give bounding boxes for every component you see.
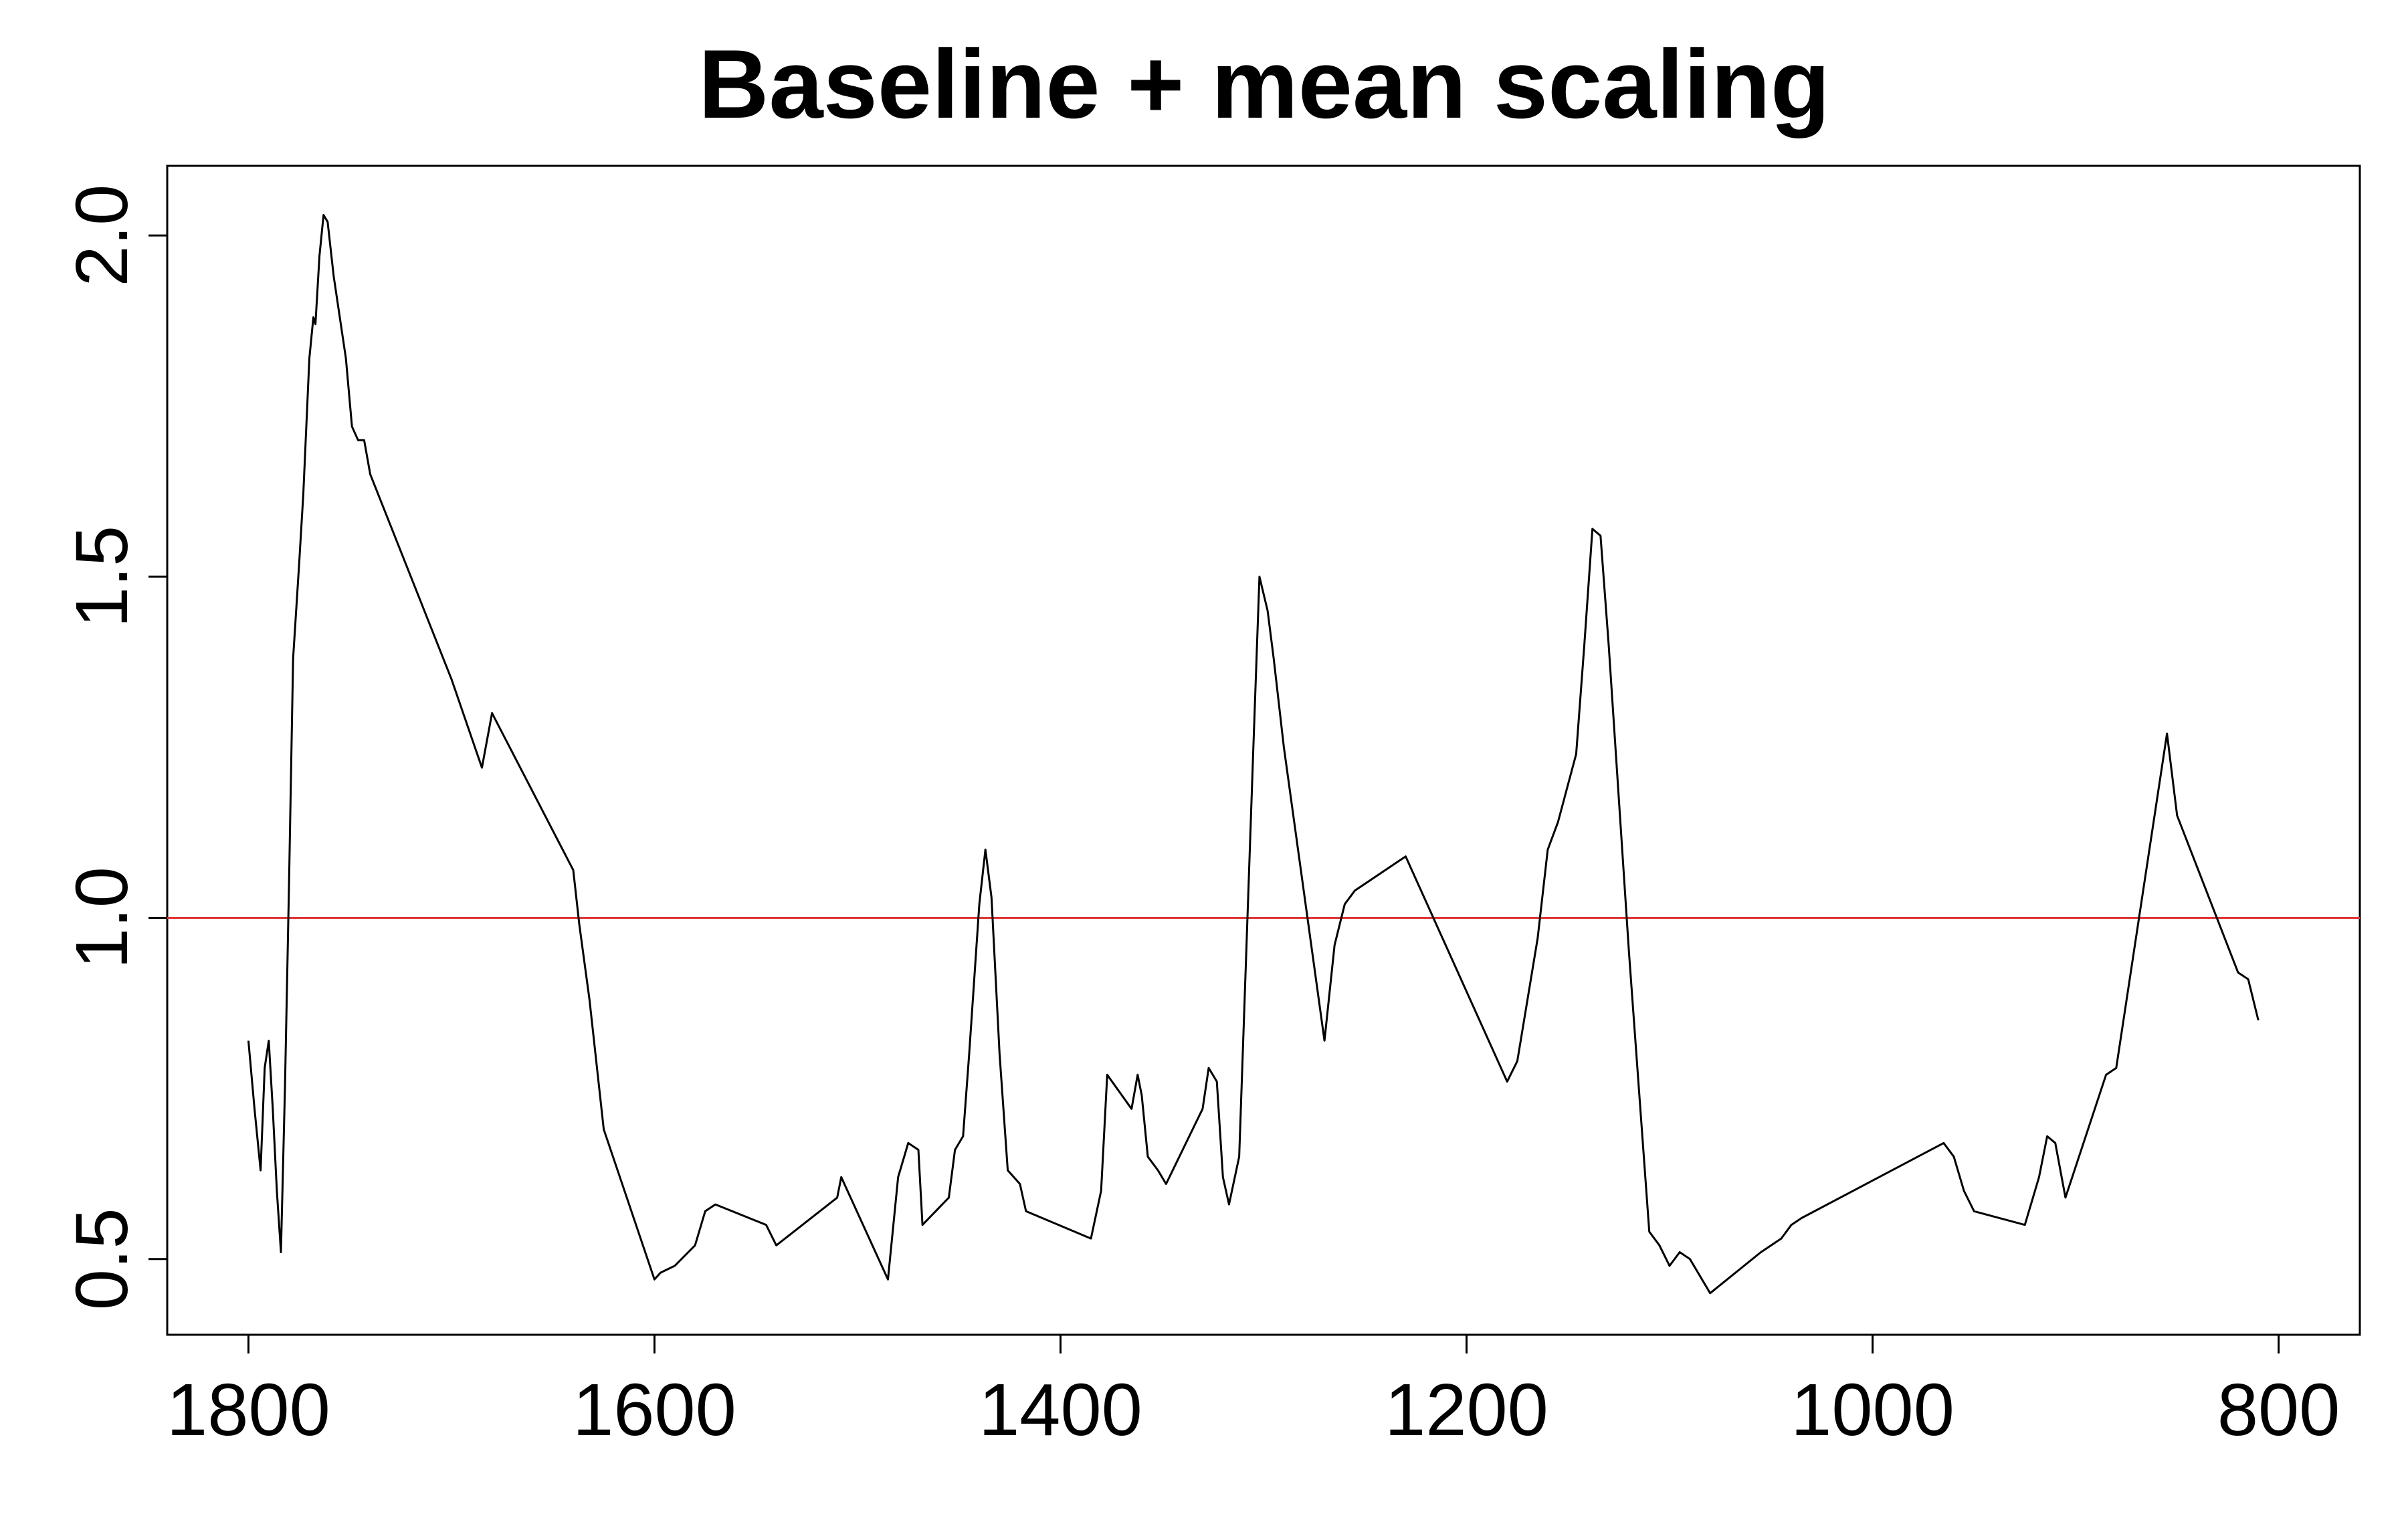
x-tick-label: 1200 (1385, 1369, 1548, 1451)
y-tick-label: 2.0 (61, 185, 143, 287)
x-tick-label: 1600 (573, 1369, 736, 1451)
y-tick-label: 1.0 (61, 867, 143, 969)
series-group (247, 214, 2260, 1295)
chart-title: Baseline + mean scaling (698, 29, 1830, 138)
y-tick-label: 0.5 (61, 1208, 143, 1310)
x-tick-label: 1000 (1791, 1369, 1954, 1451)
series-line-1 (247, 214, 2260, 1295)
plot-area-frame (166, 165, 2361, 1336)
x-axis: 1800 1600 1400 1200 1000 800 (167, 1335, 2340, 1451)
y-axis: 0.5 1.0 1.5 2.0 (61, 185, 167, 1310)
x-tick-label: 1400 (979, 1369, 1142, 1451)
x-tick-label: 800 (2217, 1369, 2340, 1451)
y-tick-label: 1.5 (61, 526, 143, 628)
x-tick-label: 1800 (167, 1369, 330, 1451)
